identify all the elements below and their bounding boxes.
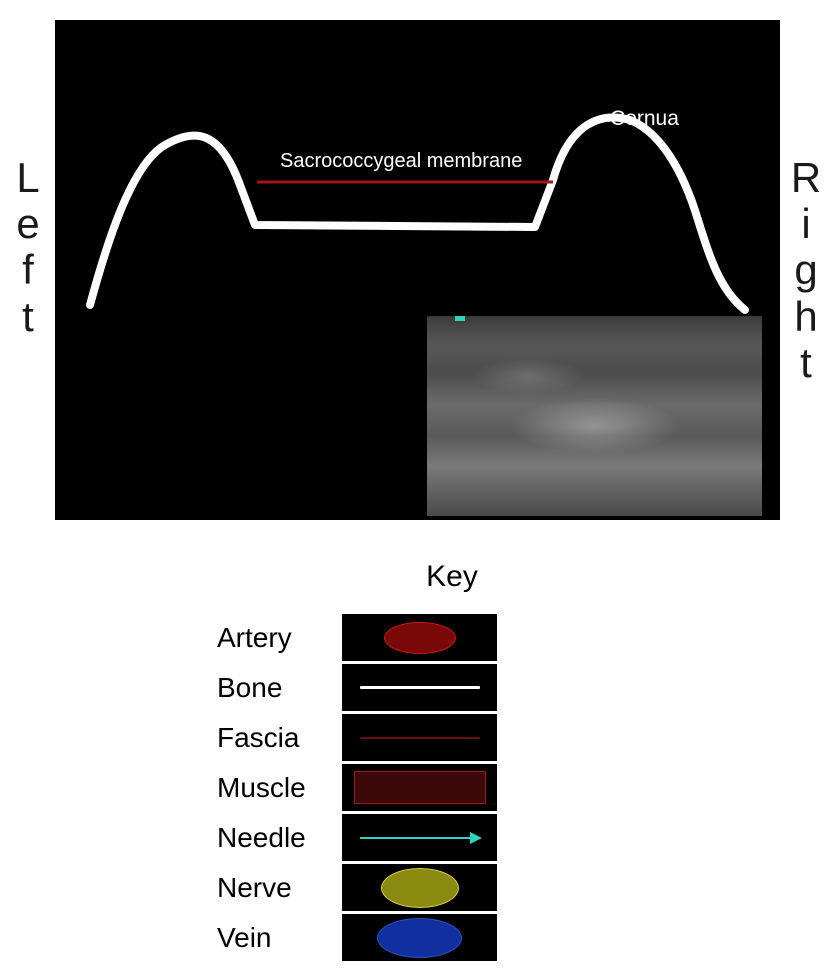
- legend-title: Key: [287, 560, 617, 594]
- legend-swatch: [342, 814, 497, 861]
- cornua-label: Cornua: [610, 107, 679, 131]
- legend-label: Vein: [217, 922, 342, 954]
- right-g: g: [785, 247, 827, 293]
- bone-outline-path: [90, 118, 745, 311]
- right-i: i: [785, 201, 827, 247]
- legend-items: Artery Bone Fascia Muscle Needle Nerve Vein: [217, 614, 617, 961]
- legend-label: Muscle: [217, 772, 342, 804]
- legend-row-fascia: Fascia: [217, 714, 617, 761]
- vein-ellipse-icon: [377, 918, 462, 958]
- page-container: L e f t R i g h t Cornua Sacrococcygeal …: [0, 0, 834, 978]
- ultrasound-marker: [455, 316, 465, 321]
- left-L: L: [8, 155, 48, 201]
- left-e: e: [8, 201, 48, 247]
- right-R: R: [785, 155, 827, 201]
- right-label: R i g h t: [785, 155, 827, 386]
- membrane-label: Sacrococcygeal membrane: [280, 150, 522, 173]
- legend-label: Needle: [217, 822, 342, 854]
- left-label: L e f t: [8, 155, 48, 340]
- legend-swatch: [342, 664, 497, 711]
- legend-row-bone: Bone: [217, 664, 617, 711]
- legend-row-needle: Needle: [217, 814, 617, 861]
- legend-swatch: [342, 864, 497, 911]
- legend-swatch: [342, 764, 497, 811]
- needle-arrow-icon: [360, 837, 480, 839]
- left-f: f: [8, 247, 48, 293]
- right-t: t: [785, 340, 827, 386]
- fascia-line-icon: [360, 737, 480, 739]
- left-t: t: [8, 294, 48, 340]
- legend-label: Artery: [217, 622, 342, 654]
- ultrasound-inset-image: [427, 316, 762, 516]
- legend-swatch: [342, 914, 497, 961]
- legend-label: Bone: [217, 672, 342, 704]
- artery-ellipse-icon: [384, 622, 456, 654]
- legend-row-vein: Vein: [217, 914, 617, 961]
- legend-swatch: [342, 614, 497, 661]
- legend-label: Fascia: [217, 722, 342, 754]
- muscle-rect-icon: [354, 771, 486, 804]
- bone-line-icon: [360, 686, 480, 689]
- nerve-ellipse-icon: [381, 868, 459, 908]
- legend-section: Key Artery Bone Fascia Muscle Needle Nerve Vei…: [217, 560, 617, 964]
- legend-row-artery: Artery: [217, 614, 617, 661]
- right-h: h: [785, 294, 827, 340]
- legend-row-muscle: Muscle: [217, 764, 617, 811]
- legend-row-nerve: Nerve: [217, 864, 617, 911]
- legend-label: Nerve: [217, 872, 342, 904]
- legend-swatch: [342, 714, 497, 761]
- main-ultrasound-panel: Cornua Sacrococcygeal membrane: [55, 20, 780, 520]
